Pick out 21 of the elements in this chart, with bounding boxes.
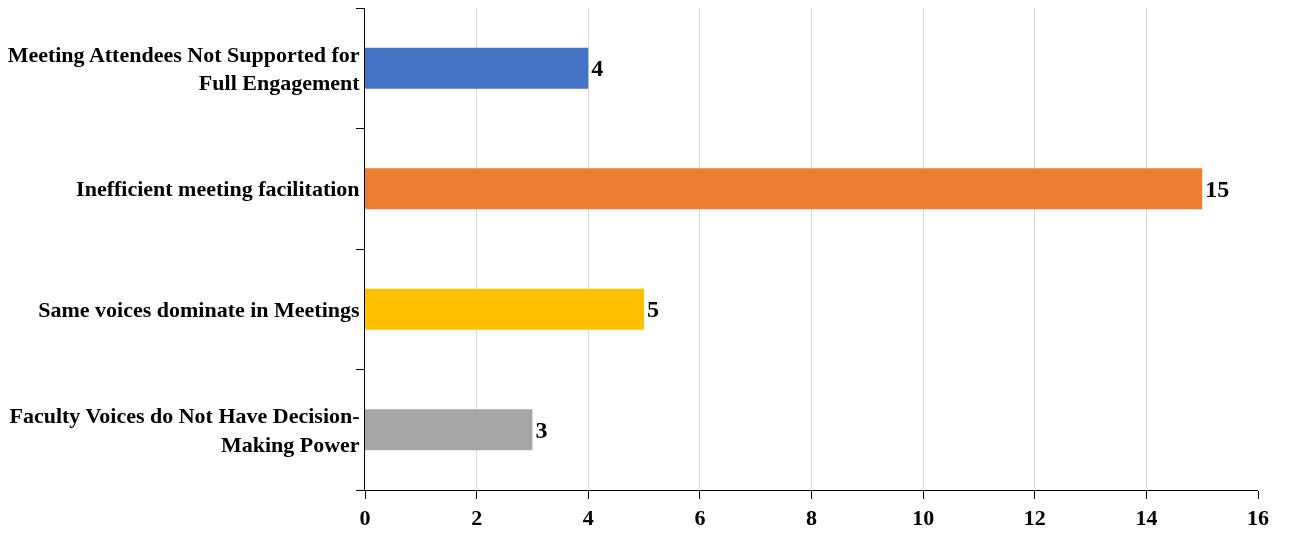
x-tick-label: 14 [1135, 505, 1158, 531]
data-label: 4 [591, 55, 604, 82]
y-tick-label: Inefficient meeting facilitation [76, 176, 360, 202]
y-tick-label: Faculty Voices do Not Have Decision-Making Power [9, 403, 360, 457]
data-label: 5 [647, 296, 660, 323]
x-tick-label: 10 [912, 505, 935, 531]
x-tick-label: 4 [582, 505, 594, 531]
bar [365, 47, 589, 89]
bar [365, 168, 1203, 210]
y-tick-label: Meeting Attendees Not Supported for Full Engagement [7, 41, 361, 96]
x-tick-label: 8 [806, 505, 817, 531]
x-tick-label: 6 [694, 505, 706, 531]
y-tick-label: Same voices dominate in Meetings [38, 296, 361, 322]
x-tick-label: 0 [359, 505, 371, 531]
x-tick-label: 12 [1023, 505, 1046, 531]
x-tick-label: 2 [471, 505, 483, 531]
bar [365, 409, 533, 451]
data-label: 3 [535, 416, 548, 443]
bar [365, 288, 645, 330]
data-label: 15 [1205, 175, 1230, 202]
x-tick-label: 16 [1247, 505, 1269, 531]
